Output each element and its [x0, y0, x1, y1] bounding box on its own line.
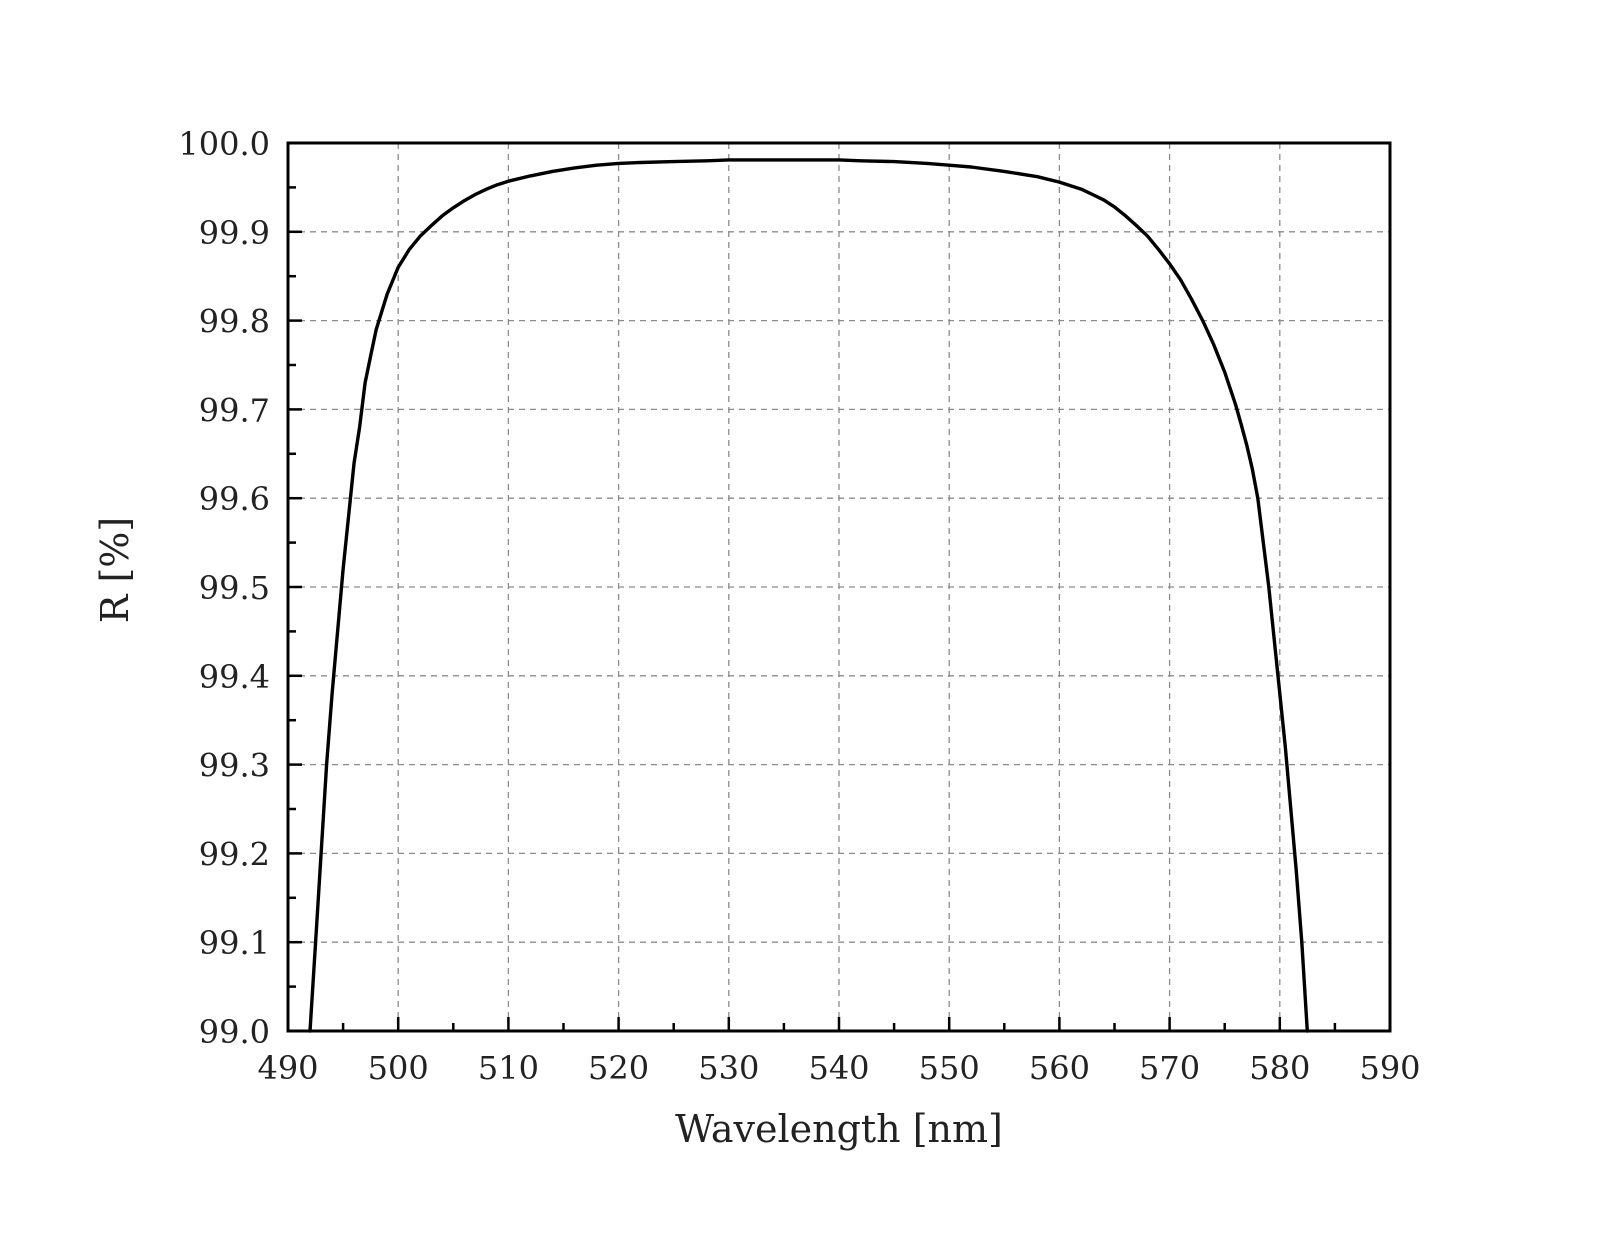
x-tick-label: 510	[478, 1049, 539, 1087]
y-axis-title: R [%]	[93, 517, 137, 623]
tick-layer	[286, 141, 1392, 1033]
x-tick-label: 540	[808, 1049, 869, 1087]
y-tick-label: 99.1	[199, 924, 270, 962]
reflectance-curve	[308, 158, 1310, 1033]
y-tick-label: 99.7	[199, 391, 270, 429]
y-tick-label: 100.0	[178, 125, 270, 163]
y-tick-label: 99.2	[199, 835, 270, 873]
y-tick-label: 99.0	[199, 1013, 270, 1051]
x-tick-label: 590	[1359, 1049, 1420, 1087]
grid-layer	[288, 143, 1390, 1031]
y-tick-label: 99.5	[199, 569, 270, 607]
x-tick-label: 560	[1029, 1049, 1090, 1087]
x-tick-label: 490	[257, 1049, 318, 1087]
x-tick-label: 500	[368, 1049, 429, 1087]
x-tick-label: 550	[919, 1049, 980, 1087]
line-layer	[308, 158, 1310, 1033]
x-tick-label: 520	[588, 1049, 649, 1087]
x-tick-label: 570	[1139, 1049, 1200, 1087]
y-tick-label: 99.9	[199, 214, 270, 252]
x-tick-label: 580	[1249, 1049, 1310, 1087]
x-axis-title: Wavelength [nm]	[675, 1107, 1003, 1151]
y-tick-label: 99.6	[199, 480, 270, 518]
y-tick-label: 99.3	[199, 747, 270, 785]
x-tick-label: 530	[698, 1049, 759, 1087]
y-tick-label: 99.4	[199, 658, 270, 696]
label-layer: 490 500 510 520 530 540 550 560 570 580 590 99.0 99.…	[178, 125, 1420, 1087]
y-tick-label: 99.8	[199, 303, 270, 341]
